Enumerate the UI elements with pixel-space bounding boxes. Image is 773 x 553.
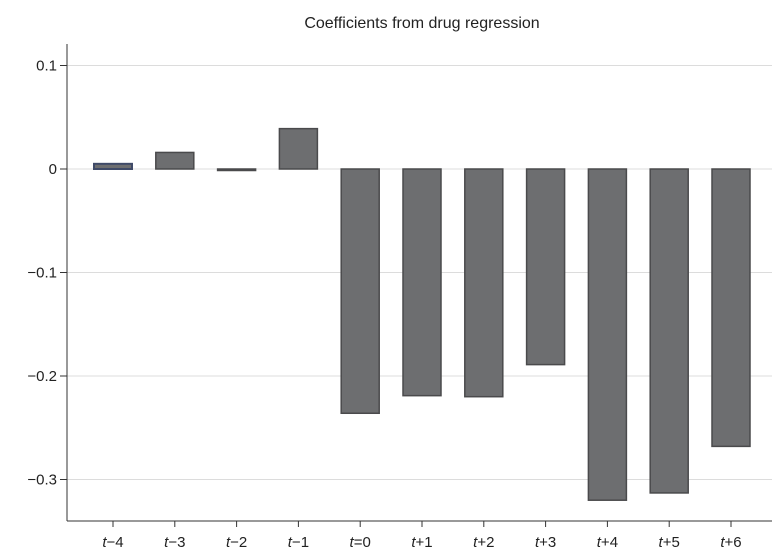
y-tick-label: −0.3 xyxy=(27,472,57,489)
x-tick-labels: t−4 t−3 t−2 t−1 t=0 t+1 t+2 t+3 t+4 t+5 t+6 xyxy=(102,521,742,551)
bar xyxy=(464,168,504,398)
bar xyxy=(649,168,689,494)
chart-title: Coefficients from drug regression xyxy=(304,15,539,32)
bar xyxy=(278,127,319,170)
bars xyxy=(93,127,751,501)
x-tick-label: t−2 xyxy=(226,534,247,551)
bar xyxy=(93,162,133,170)
x-tick-label: t+4 xyxy=(597,534,618,551)
x-tick-label: t−1 xyxy=(288,534,309,551)
bar xyxy=(340,168,380,415)
y-tick-labels: 0.1 0 −0.1 −0.2 −0.3 xyxy=(27,58,67,489)
x-tick-label: t=0 xyxy=(350,534,371,551)
bar xyxy=(587,168,628,501)
y-tick-label: 0 xyxy=(49,161,57,178)
x-tick-label: t−4 xyxy=(102,534,123,551)
y-tick-label: −0.1 xyxy=(27,265,57,282)
y-tick-label: −0.2 xyxy=(27,368,57,385)
bar xyxy=(216,168,257,172)
x-tick-label: t+5 xyxy=(659,534,680,551)
x-tick-label: t+6 xyxy=(720,534,741,551)
x-tick-label: t+2 xyxy=(473,534,494,551)
x-tick-label: t+1 xyxy=(411,534,432,551)
x-tick-label: t−3 xyxy=(164,534,185,551)
bar xyxy=(155,151,195,170)
bar xyxy=(525,168,566,366)
bar xyxy=(402,168,442,397)
x-tick-label: t+3 xyxy=(535,534,556,551)
y-tick-label: 0.1 xyxy=(36,58,57,75)
bar xyxy=(711,168,751,448)
